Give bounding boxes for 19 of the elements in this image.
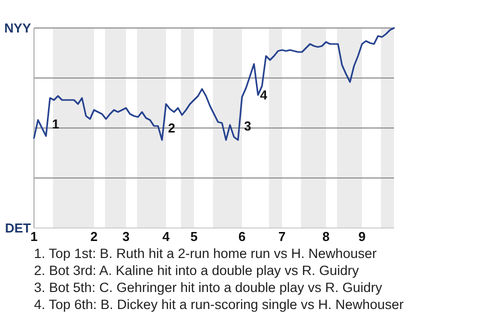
text: 1. Top 1st: B. Ruth hit a 2-run home run vs H. Newhouser [34, 246, 378, 261]
annotation: 4 [260, 88, 268, 103]
annotation: 1 [52, 116, 60, 132]
x-tick-label: 2 [90, 229, 98, 244]
text: 3. Bot 5th: C. Gehringer hit into a double play vs R. Guidry [34, 280, 382, 295]
x-tick-label: 1 [30, 229, 38, 244]
annotation: 2 [168, 120, 176, 136]
x-tick-label: 7 [278, 229, 286, 244]
x-tick-label: 5 [190, 229, 198, 244]
annotation: 3 [244, 118, 252, 134]
x-tick-label: 9 [358, 229, 366, 244]
text: 2. Bot 3rd: A. Kaline hit into a double play vs R. Guidry [34, 263, 360, 278]
text: NYY [4, 20, 32, 36]
x-tick-label: 6 [238, 229, 246, 244]
text: DET [5, 220, 32, 236]
x-tick-label: 4 [162, 229, 170, 244]
text: 4. Top 6th: B. Dickey hit a run-scoring single vs H. Newhouser [34, 297, 404, 312]
x-tick-label: 8 [322, 229, 330, 244]
x-tick-label: 3 [122, 229, 130, 244]
